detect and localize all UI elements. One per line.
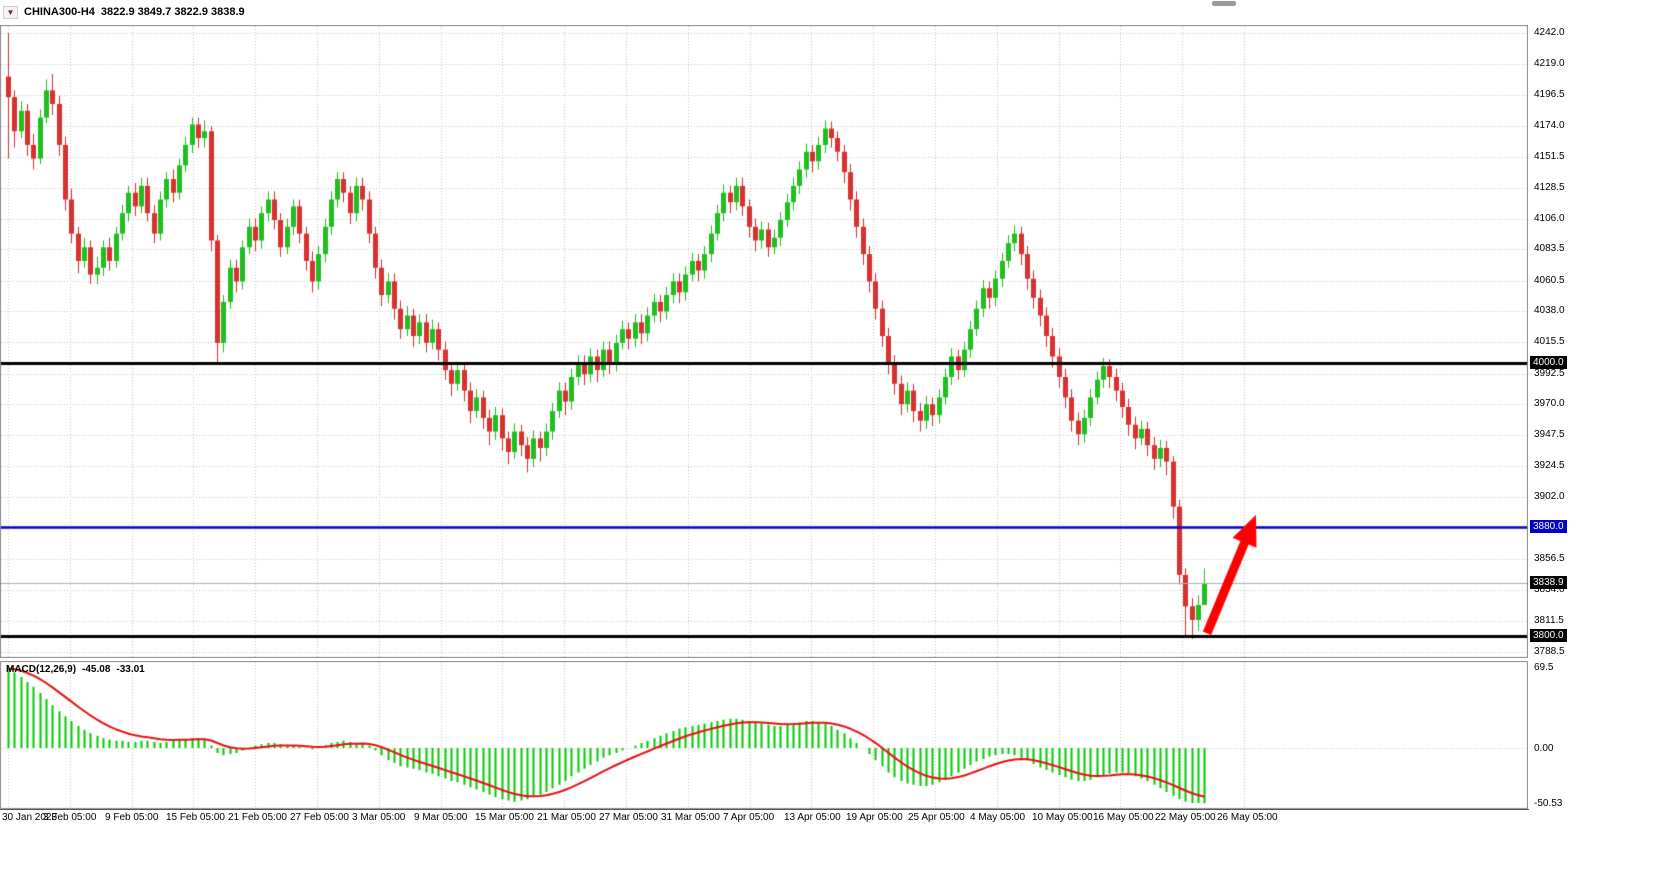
price-tick-label: 3834.0: [1534, 584, 1565, 595]
macd-tick-label: -50.53: [1534, 798, 1563, 809]
scrollbar-thumb[interactable]: [1212, 1, 1236, 6]
time-axis-label: 7 Apr 05:00: [723, 812, 775, 823]
price-level-badge[interactable]: 4000.0: [1530, 356, 1567, 369]
time-axis-label: 27 Feb 05:00: [290, 812, 349, 823]
price-tick-label: 4106.0: [1534, 213, 1565, 224]
time-axis-label: 21 Mar 05:00: [537, 812, 596, 823]
time-axis-label: 10 May 05:00: [1032, 812, 1093, 823]
time-axis-label: 15 Mar 05:00: [475, 812, 534, 823]
macd-name: MACD(12,26,9): [6, 664, 77, 675]
price-level-badge[interactable]: 3880.0: [1530, 520, 1567, 533]
time-axis-label: 15 Feb 05:00: [166, 812, 225, 823]
price-axis: 4242.0 4219.0 4196.5 4174.0 4151.5 4128.5 4106…: [1528, 0, 1671, 889]
ohlc-readout: 3822.9 3849.7 3822.9 3838.9: [100, 6, 245, 18]
price-tick-label: 4015.5: [1534, 336, 1565, 347]
price-level-badge[interactable]: 3800.0: [1530, 629, 1567, 642]
chart-header: ▼ CHINA300-H4 3822.9 3849.7 3822.9 3838.…: [3, 3, 245, 21]
price-tick-label: 4128.5: [1534, 182, 1565, 193]
price-tick-label: 3788.5: [1534, 646, 1565, 657]
time-axis-label: 19 Apr 05:00: [846, 812, 903, 823]
time-axis-label: 25 Apr 05:00: [908, 812, 965, 823]
time-axis-label: 3 Mar 05:00: [352, 812, 406, 823]
time-axis-label: 9 Feb 05:00: [105, 812, 159, 823]
price-tick-label: 4174.0: [1534, 120, 1565, 131]
price-tick-label: 3970.0: [1534, 398, 1565, 409]
price-tick-label: 3902.0: [1534, 491, 1565, 502]
current-price-badge: 3838.9: [1530, 576, 1567, 589]
price-tick-label: 4060.5: [1534, 275, 1565, 286]
time-axis-label: 3 Feb 05:00: [43, 812, 97, 823]
time-axis-label: 27 Mar 05:00: [599, 812, 658, 823]
time-axis-label: 31 Mar 05:00: [661, 812, 720, 823]
price-chart-canvas[interactable]: [0, 25, 1528, 658]
price-tick-label: 4083.5: [1534, 243, 1565, 254]
symbol-dropdown-icon[interactable]: ▼: [3, 5, 18, 19]
macd-signal-value: -33.01: [116, 664, 145, 675]
macd-indicator-label: MACD(12,26,9) -45.08 -33.01: [6, 664, 145, 675]
price-tick-label: 4038.0: [1534, 305, 1565, 316]
price-tick-label: 3924.5: [1534, 460, 1565, 471]
time-axis-label: 21 Feb 05:00: [228, 812, 287, 823]
price-tick-label: 4219.0: [1534, 58, 1565, 69]
macd-tick-label: 0.00: [1534, 743, 1554, 754]
time-axis-label: 9 Mar 05:00: [414, 812, 468, 823]
price-tick-label: 3856.5: [1534, 553, 1565, 564]
time-axis-label: 26 May 05:00: [1217, 812, 1278, 823]
time-axis-label: 22 May 05:00: [1155, 812, 1216, 823]
price-tick-label: 3947.5: [1534, 429, 1565, 440]
macd-main-value: -45.08: [82, 664, 111, 675]
time-axis-label: 13 Apr 05:00: [784, 812, 841, 823]
symbol-timeframe-label: CHINA300-H4: [24, 6, 95, 18]
macd-tick-label: 69.5: [1534, 662, 1554, 673]
panel-separator: [0, 809, 1529, 810]
macd-indicator-canvas[interactable]: [0, 661, 1528, 809]
price-tick-label: 3992.5: [1534, 368, 1565, 379]
price-tick-label: 4151.5: [1534, 151, 1565, 162]
time-axis-label: 16 May 05:00: [1093, 812, 1154, 823]
time-axis-label: 4 May 05:00: [970, 812, 1026, 823]
price-tick-label: 3811.5: [1534, 615, 1564, 626]
time-axis-label: 30 Jan 2023: [2, 812, 58, 823]
time-axis: 30 Jan 2023 3 Feb 05:00 9 Feb 05:00 15 Feb …: [0, 812, 1528, 826]
price-tick-label: 4242.0: [1534, 27, 1565, 38]
price-tick-label: 4196.5: [1534, 89, 1565, 100]
